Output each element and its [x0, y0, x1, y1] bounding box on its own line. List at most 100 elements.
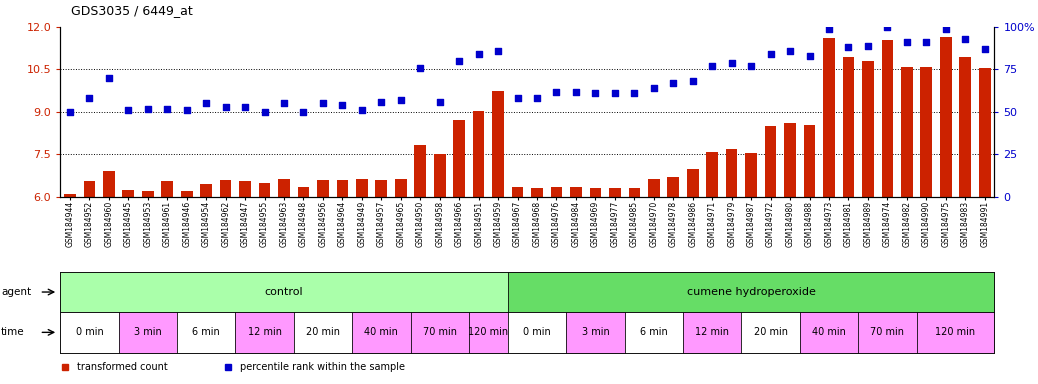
Text: 70 min: 70 min [422, 327, 457, 338]
Bar [356, 179, 367, 197]
Point [450, 58, 467, 64]
Bar [512, 187, 523, 197]
Bar [414, 144, 427, 197]
Bar [336, 180, 349, 197]
Bar [64, 194, 76, 197]
Bar [590, 189, 601, 197]
Point [470, 51, 487, 57]
Bar [803, 125, 816, 197]
Bar [917, 312, 994, 353]
Point [782, 48, 798, 54]
Bar [508, 272, 994, 312]
Text: 40 min: 40 min [364, 327, 399, 338]
Bar [741, 312, 799, 353]
Bar [843, 57, 854, 197]
Bar [531, 189, 543, 197]
Text: agent: agent [1, 287, 31, 297]
Point [295, 109, 311, 115]
Bar [648, 179, 660, 197]
Point [256, 109, 273, 115]
Text: 120 min: 120 min [935, 327, 976, 338]
Bar [469, 312, 508, 353]
Bar [239, 181, 251, 197]
Bar [726, 149, 738, 197]
Bar [921, 66, 932, 197]
Point [743, 63, 760, 69]
Bar [258, 183, 270, 197]
Bar [236, 312, 294, 353]
Point [937, 25, 954, 31]
Text: 0 min: 0 min [523, 327, 551, 338]
Point [957, 36, 974, 42]
Text: GDS3035 / 6449_at: GDS3035 / 6449_at [71, 4, 192, 17]
Point [237, 104, 253, 110]
Point [568, 88, 584, 94]
Text: 12 min: 12 min [247, 327, 281, 338]
Text: percentile rank within the sample: percentile rank within the sample [240, 362, 405, 372]
Bar [823, 38, 835, 197]
Text: 120 min: 120 min [468, 327, 509, 338]
Point [392, 97, 409, 103]
Bar [799, 312, 858, 353]
Bar [785, 123, 796, 197]
Bar [60, 272, 508, 312]
Bar [901, 66, 912, 197]
Bar [473, 111, 485, 197]
Bar [103, 170, 114, 197]
Bar [667, 177, 679, 197]
Bar [940, 37, 952, 197]
Text: 70 min: 70 min [870, 327, 904, 338]
Bar [181, 191, 193, 197]
Point [821, 25, 838, 31]
Text: 20 min: 20 min [306, 327, 340, 338]
Bar [142, 191, 154, 197]
Point [918, 39, 934, 45]
Bar [434, 154, 445, 197]
Bar [862, 61, 874, 197]
Text: control: control [265, 287, 303, 297]
Bar [394, 179, 407, 197]
Bar [551, 187, 563, 197]
Text: 0 min: 0 min [76, 327, 103, 338]
Bar [176, 312, 236, 353]
Bar [352, 312, 411, 353]
Bar [609, 189, 621, 197]
Point [801, 53, 818, 59]
Bar [454, 121, 465, 197]
Point [315, 100, 331, 106]
Bar [959, 57, 972, 197]
Point [977, 46, 993, 52]
Point [879, 24, 896, 30]
Text: 20 min: 20 min [754, 327, 788, 338]
Point [101, 75, 117, 81]
Bar [83, 181, 95, 197]
Point [859, 43, 876, 49]
Point [528, 95, 545, 101]
Point [373, 99, 389, 105]
Bar [745, 153, 757, 197]
Bar [122, 190, 134, 197]
Bar [508, 312, 567, 353]
Bar [60, 312, 118, 353]
Bar [162, 181, 173, 197]
Text: 12 min: 12 min [695, 327, 730, 338]
Bar [278, 179, 290, 197]
Bar [629, 189, 640, 197]
Point [684, 78, 701, 84]
Point [606, 90, 623, 96]
Point [665, 80, 682, 86]
Bar [625, 312, 683, 353]
Bar [881, 40, 894, 197]
Point [61, 109, 78, 115]
Point [510, 95, 526, 101]
Bar [376, 180, 387, 197]
Bar [765, 126, 776, 197]
Text: 6 min: 6 min [192, 327, 220, 338]
Bar [411, 312, 469, 353]
Point [646, 85, 662, 91]
Bar [118, 312, 176, 353]
Text: 40 min: 40 min [812, 327, 846, 338]
Point [899, 39, 916, 45]
Text: transformed count: transformed count [77, 362, 167, 372]
Bar [220, 180, 231, 197]
